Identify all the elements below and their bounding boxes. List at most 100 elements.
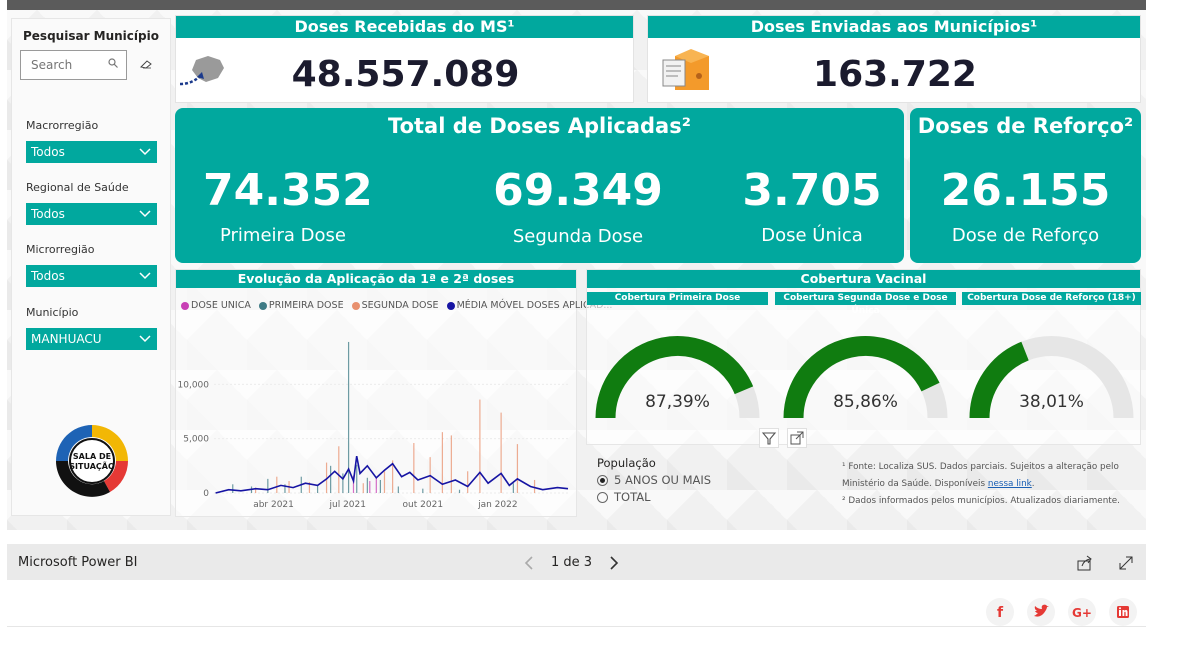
populacao-option-5-anos[interactable]: 5 ANOS OU MAIS <box>597 473 747 489</box>
bar <box>254 487 257 493</box>
bar <box>397 486 399 493</box>
bar <box>347 341 350 493</box>
chevron-down-icon <box>139 272 151 280</box>
source-link[interactable]: nessa link <box>987 479 1032 489</box>
dose-unica-dot <box>181 301 189 310</box>
segunda-dose-label: Segunda Dose <box>512 226 644 247</box>
bar <box>267 478 269 493</box>
doses-recebidas-value: 48.557.089 <box>291 54 520 95</box>
dose-reforco-label: Dose de Reforço <box>951 225 1100 246</box>
media-movel-dot <box>446 301 455 310</box>
bar <box>369 481 371 493</box>
y-tick-label: 10,000 <box>178 380 210 390</box>
chevron-down-icon <box>139 148 151 156</box>
filter-button[interactable] <box>759 428 779 448</box>
bar <box>533 479 536 493</box>
previous-page-icon[interactable] <box>523 555 535 571</box>
chevron-down-icon <box>139 210 151 218</box>
macrorregiao-value: Todos <box>31 145 65 159</box>
legend-primeira-dose[interactable]: PRIMEIRA DOSE <box>258 300 344 311</box>
svg-text:SALA DE: SALA DE <box>73 452 111 461</box>
note-1: ¹ Fonte: Localiza SUS. Dados parciais. S… <box>842 462 1119 489</box>
bar <box>330 465 332 493</box>
fullscreen-icon[interactable] <box>1118 555 1134 571</box>
evolucao-chart-panel: Evolução da Aplicação da 1ª e 2ª doses D… <box>175 269 612 517</box>
municipio-label: Município <box>26 306 79 319</box>
macrorregiao-dropdown[interactable]: Todos <box>26 141 157 163</box>
expand-icon <box>790 431 804 445</box>
dose-unica-label: Dose Única <box>761 225 863 246</box>
bar <box>362 483 364 493</box>
macrorregiao-label: Macrorregião <box>26 119 99 132</box>
gauge-2-title: Cobertura Segunda Dose e Dose Única <box>775 292 956 316</box>
doses-recebidas-card: Doses Recebidas do MS¹ 48.557.089 <box>175 15 634 103</box>
bar <box>366 477 368 493</box>
page-indicator: 1 de 3 <box>551 555 593 570</box>
gauge-3-value: 38,01% <box>1019 392 1084 412</box>
search-icon <box>108 58 118 68</box>
radio-icon <box>597 492 608 503</box>
gauge-fill <box>595 336 754 419</box>
bar <box>479 399 481 493</box>
bar <box>413 443 415 493</box>
segunda-dose-value: 69.349 <box>493 165 663 216</box>
legend-segunda-dose[interactable]: SEGUNDA DOSE <box>351 300 439 311</box>
search-input[interactable] <box>29 51 107 79</box>
legend-dose-unica[interactable]: DOSE UNICA <box>181 300 251 311</box>
populacao-option-total[interactable]: TOTAL <box>597 490 747 506</box>
search-box[interactable] <box>20 50 127 80</box>
regional-dropdown[interactable]: Todos <box>26 203 157 225</box>
microrregiao-value: Todos <box>31 269 65 283</box>
linkedin-button[interactable] <box>1109 598 1137 626</box>
dose-reforco-value: 26.155 <box>940 165 1111 216</box>
next-page-icon[interactable] <box>608 555 620 571</box>
gauge-2-value: 85,86% <box>833 392 898 412</box>
focus-mode-button[interactable] <box>787 428 807 448</box>
microrregiao-dropdown[interactable]: Todos <box>26 265 157 287</box>
bar <box>342 473 344 493</box>
powerbi-footer: Microsoft Power BI 1 de 3 <box>7 544 1146 580</box>
sala-de-situacao-logo: SALA DE SITUAÇÃO <box>56 425 128 497</box>
gauge-reforco <box>969 336 1134 419</box>
municipio-dropdown[interactable]: MANHUACU <box>26 328 157 350</box>
legend-media-movel[interactable]: MÉDIA MÓVEL DOSES APLICAD... <box>446 300 612 311</box>
chart-legend: DOSE UNICA PRIMEIRA DOSE SEGUNDA DOSE MÉ… <box>181 300 617 311</box>
source-notes: ¹ Fonte: Localiza SUS. Dados parciais. S… <box>842 462 1120 506</box>
bar <box>232 484 234 493</box>
gauge-fill <box>783 336 940 419</box>
bar <box>422 488 424 493</box>
bar <box>516 444 519 493</box>
facebook-button[interactable]: f <box>986 598 1014 626</box>
map-icon <box>179 56 224 86</box>
primeira-dose-value: 74.352 <box>203 165 373 216</box>
facebook-icon: f <box>997 605 1004 621</box>
x-tick-label: abr 2021 <box>253 500 294 510</box>
bar <box>352 475 355 493</box>
twitter-icon <box>1034 604 1049 617</box>
filter-sidebar: Pesquisar Município Macrorregião Todos R… <box>11 18 171 516</box>
twitter-button[interactable] <box>1027 598 1055 626</box>
google-plus-button[interactable]: G+ <box>1068 598 1096 626</box>
bar <box>512 483 514 493</box>
powerbi-link[interactable]: Microsoft Power BI <box>18 555 138 570</box>
top-bar <box>7 0 1146 10</box>
google-plus-icon: G+ <box>1072 606 1092 620</box>
gauge-primeira-dose <box>595 336 760 419</box>
bar <box>375 477 377 493</box>
doses-enviadas-title: Doses Enviadas aos Municípios¹ <box>648 16 1140 38</box>
eraser-icon[interactable] <box>139 59 153 69</box>
bar <box>284 484 286 493</box>
divider <box>7 626 1146 627</box>
bar <box>500 412 502 493</box>
box-icon <box>662 49 709 90</box>
filter-icon <box>761 432 777 445</box>
moving-average-line <box>215 455 569 494</box>
doses-reforco-title: Doses de Reforço² <box>917 114 1134 138</box>
populacao-title: População <box>597 456 656 470</box>
municipio-value: MANHUACU <box>31 332 102 346</box>
bar <box>379 479 381 493</box>
share-icon[interactable] <box>1077 555 1093 571</box>
primeira-dose-dot <box>258 301 267 310</box>
bar <box>458 489 461 493</box>
segunda-dose-dot <box>351 301 360 310</box>
